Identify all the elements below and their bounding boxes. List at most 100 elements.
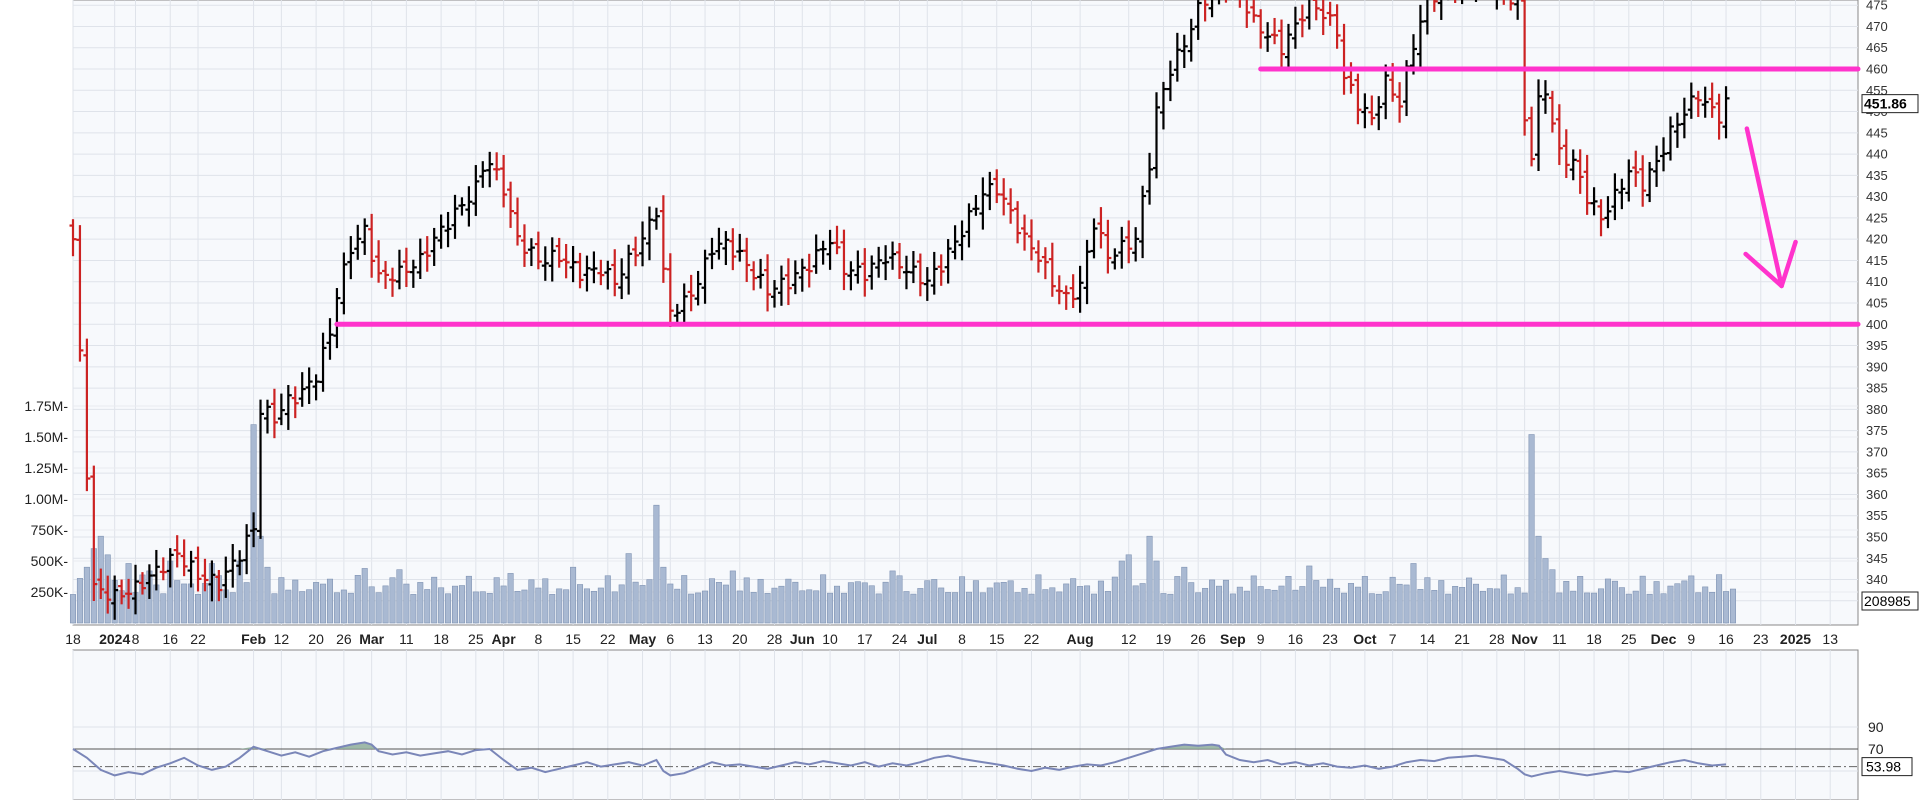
x-axis-label: 10 [822, 631, 838, 647]
volume-bar [1675, 584, 1680, 623]
volume-bar [279, 578, 284, 623]
x-axis-label: 18 [65, 631, 81, 647]
volume-bar [258, 536, 263, 623]
x-axis-label: 8 [958, 631, 966, 647]
price-axis-label: 360 [1866, 487, 1888, 502]
volume-bar [1070, 579, 1075, 623]
price-axis-label: 410 [1866, 274, 1888, 289]
volume-bar [1147, 536, 1152, 623]
volume-bar [459, 586, 464, 623]
volume-bar [480, 592, 485, 623]
volume-bar [1112, 577, 1117, 623]
x-axis-label: 24 [892, 631, 908, 647]
x-axis-label: May [629, 631, 656, 647]
price-axis-label: 445 [1866, 125, 1888, 140]
x-axis-label: 25 [1621, 631, 1637, 647]
x-axis-label: 20 [732, 631, 748, 647]
volume-bar [320, 584, 325, 623]
volume-bar [1536, 536, 1541, 623]
volume-bar [730, 571, 735, 623]
volume-bar [1647, 594, 1652, 623]
volume-bar [1376, 594, 1381, 623]
volume-bar [1515, 588, 1520, 623]
x-axis-label: 23 [1753, 631, 1769, 647]
volume-bar [1487, 589, 1492, 623]
volume-bar [723, 585, 728, 623]
rsi-axis-label: 70 [1868, 741, 1884, 757]
volume-bar [827, 593, 832, 623]
volume-bar [1133, 586, 1138, 623]
volume-bar [695, 593, 700, 623]
volume-bar [1459, 587, 1464, 623]
volume-axis-label: 750K- [31, 522, 69, 538]
volume-bar [355, 575, 360, 623]
volume-bar [772, 588, 777, 623]
price-axis-label: 400 [1866, 317, 1888, 332]
volume-bar [890, 571, 895, 623]
volume-bar [84, 567, 89, 623]
x-axis-label: Jul [917, 631, 937, 647]
volume-bar [1689, 576, 1694, 623]
volume-bar [286, 590, 291, 623]
x-axis-label: 19 [1156, 631, 1172, 647]
volume-bar [1202, 588, 1207, 623]
volume-bar [452, 586, 457, 623]
last-volume-label: 208985 [1864, 593, 1911, 609]
volume-bar [1557, 593, 1562, 623]
volume-bar [1119, 561, 1124, 623]
volume-bar [1244, 591, 1249, 623]
volume-bar [855, 582, 860, 623]
volume-bar [1494, 589, 1499, 623]
volume-bar [1022, 588, 1027, 623]
volume-bar [688, 594, 693, 623]
volume-bar [904, 591, 909, 623]
volume-bar [1084, 586, 1089, 623]
volume-bar [1404, 585, 1409, 623]
price-axis-label: 385 [1866, 381, 1888, 396]
volume-bar [744, 578, 749, 623]
volume-bar [1251, 576, 1256, 623]
volume-bar [404, 584, 409, 623]
volume-bar [994, 583, 999, 623]
volume-bar [154, 585, 159, 623]
x-axis-label: 7 [1389, 631, 1397, 647]
volume-bar [1550, 570, 1555, 623]
volume-bar [230, 593, 235, 623]
x-axis-label: Sep [1220, 631, 1246, 647]
volume-bar [1154, 561, 1159, 623]
volume-bar [793, 582, 798, 623]
price-axis-label: 460 [1866, 62, 1888, 77]
volume-bar [1140, 584, 1145, 623]
volume-bar [536, 588, 541, 623]
volume-bar [1320, 587, 1325, 623]
volume-bar [681, 575, 686, 623]
volume-bar [1529, 435, 1534, 623]
x-axis-label: 17 [857, 631, 873, 647]
price-axis-label: 435 [1866, 168, 1888, 183]
volume-bar [807, 590, 812, 623]
volume-bar [702, 591, 707, 623]
volume-bar [1709, 592, 1714, 623]
price-axis-label: 345 [1866, 551, 1888, 566]
volume-bar [640, 585, 645, 623]
volume-bar [1314, 580, 1319, 623]
volume-bar [431, 577, 436, 623]
x-axis-label: 20 [308, 631, 324, 647]
volume-bar [299, 592, 304, 623]
volume-bar [494, 578, 499, 623]
volume-bar [786, 579, 791, 623]
volume-bar [543, 579, 548, 623]
x-axis-label: 23 [1322, 631, 1338, 647]
volume-bar [1543, 559, 1548, 623]
volume-bar [1057, 592, 1062, 623]
volume-bar [369, 587, 374, 623]
x-axis-label: Mar [359, 631, 384, 647]
volume-bar [820, 575, 825, 623]
volume-bar [1050, 588, 1055, 623]
volume-bar [584, 589, 589, 623]
volume-bar [1362, 576, 1367, 623]
price-axis-label: 425 [1866, 210, 1888, 225]
x-axis-label: 16 [1718, 631, 1734, 647]
volume-bar [675, 589, 680, 623]
price-axis-label: 465 [1866, 40, 1888, 55]
